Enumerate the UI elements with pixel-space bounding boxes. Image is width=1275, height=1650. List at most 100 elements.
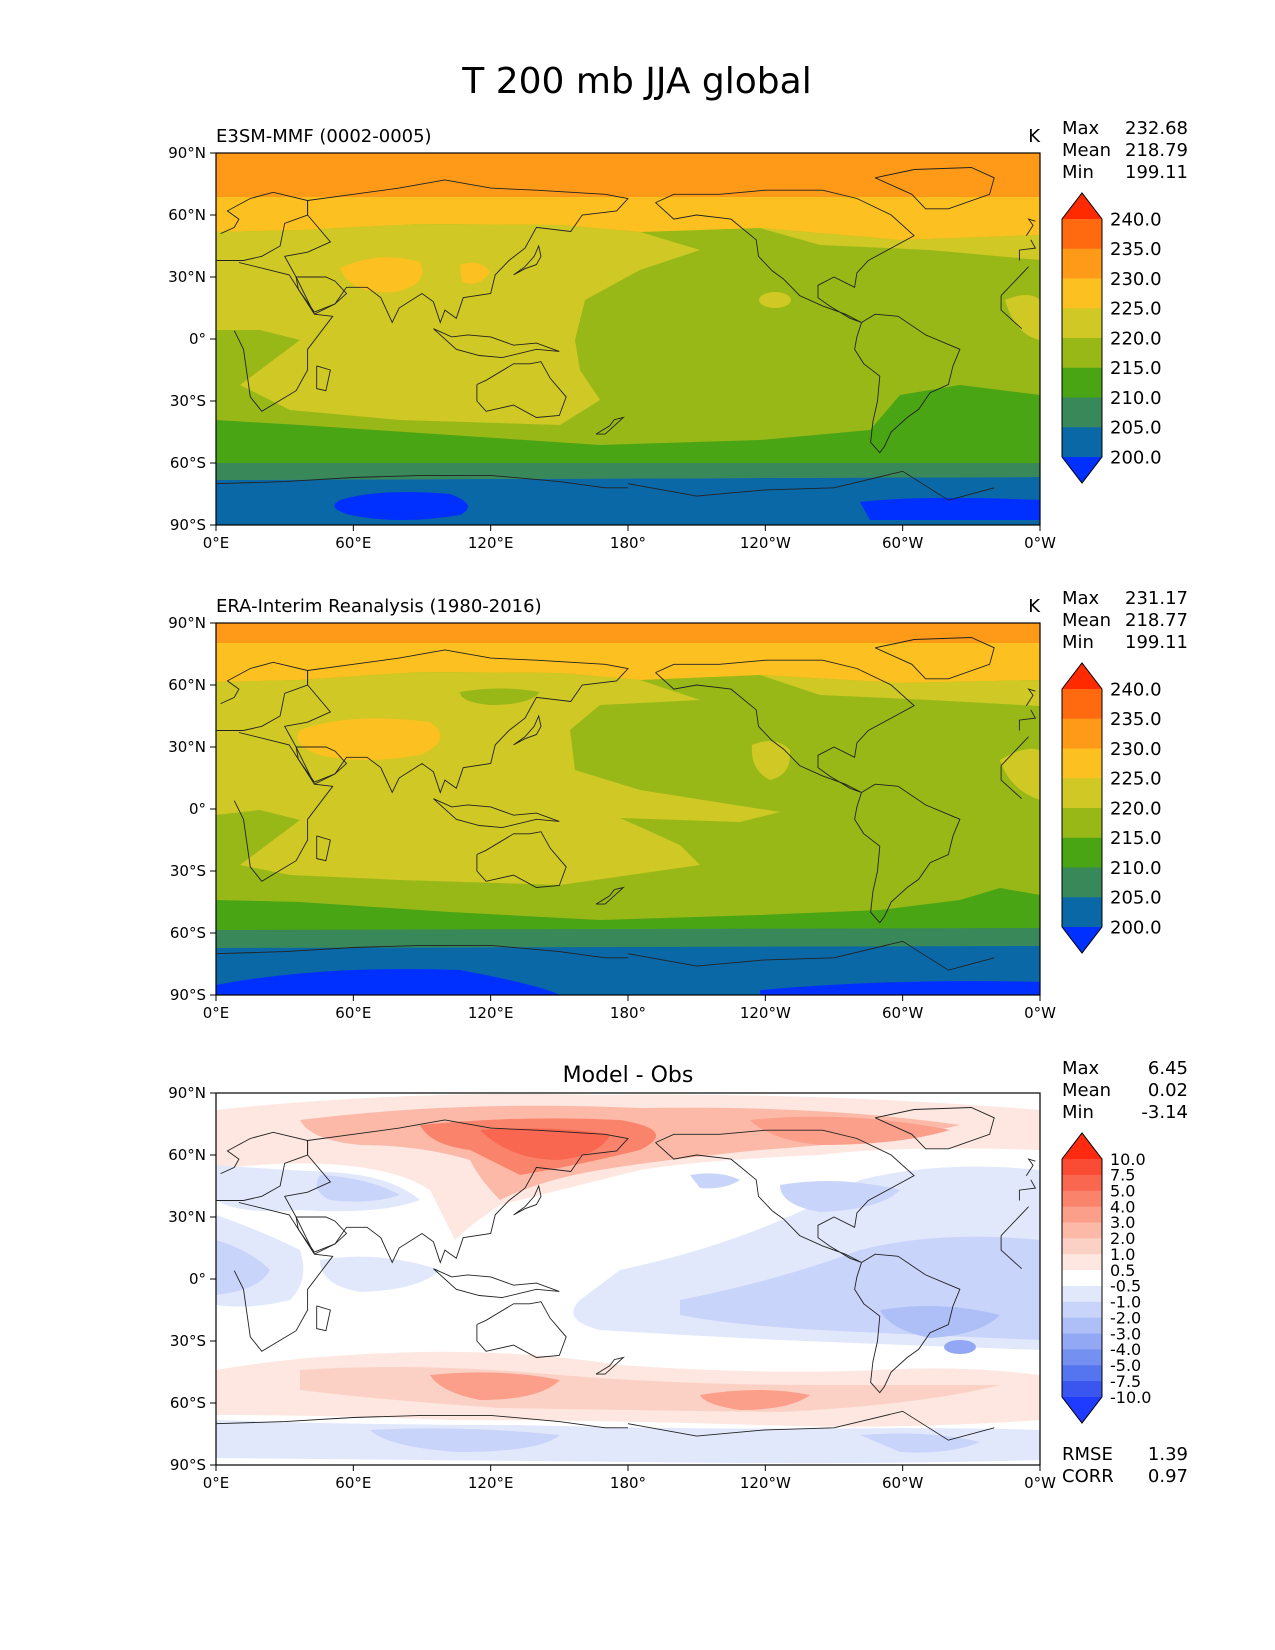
colorbar-diff-label: -1.0	[1110, 1293, 1141, 1312]
y-tick-label: 0°	[189, 1270, 206, 1288]
cold-195-antarctic-a	[334, 492, 468, 520]
colorbar-obs-swatch	[1062, 778, 1102, 809]
colorbar-model-label: 240.0	[1110, 209, 1162, 230]
axes-layer: 0°E 60°E 120°E 180° 120°W 60°W 0°W 90°N 60°N 30°N…	[168, 144, 1056, 1492]
stat-mean-label: Mean	[1062, 610, 1111, 631]
x-tick-label: 0°W	[1024, 1004, 1056, 1022]
colorbar-diff-extend-max	[1062, 1133, 1102, 1159]
colorbar-diff-label: -4.0	[1110, 1340, 1141, 1359]
y-tick-label: 90°N	[168, 1084, 206, 1102]
y-tick-label: 30°N	[168, 738, 206, 756]
coastline-antarctica	[216, 470, 995, 501]
colorbar-diff-swatch	[1062, 1317, 1102, 1335]
stat-max-label: Max	[1062, 1058, 1100, 1079]
axes-panel-3: 0°E 60°E 120°E 180° 120°W 60°W 0°W 90°N 60°N 30°N…	[168, 1084, 1056, 1492]
colorbar-diff-label: 7.5	[1110, 1166, 1135, 1185]
colorbar-obs-label: 230.0	[1110, 739, 1162, 760]
y-tick-label: 30°N	[168, 268, 206, 286]
coastline-uk	[1025, 218, 1036, 236]
colorbar-model-swatch	[1062, 248, 1102, 279]
colorbar-diff-label: 4.0	[1110, 1197, 1135, 1216]
x-tick-label: 120°W	[740, 1004, 791, 1022]
panel-obs-units: K	[1028, 596, 1041, 617]
band-230-arctic	[216, 623, 1040, 643]
y-tick-label: 30°N	[168, 1208, 206, 1226]
colorbar-diff-swatch	[1062, 1222, 1102, 1239]
x-tick-label: 120°E	[468, 534, 514, 552]
colorbar-diff-swatch	[1062, 1365, 1102, 1382]
colorbar-obs-swatch	[1062, 867, 1102, 898]
pos-5-core	[480, 1128, 610, 1160]
panel-diff-stats: Max 6.45 Mean 0.02 Min -3.14	[1062, 1058, 1188, 1123]
colorbar-model-swatch	[1062, 278, 1102, 309]
panel-diff-center-title: Model - Obs	[563, 1063, 694, 1088]
colorbar-model-outline	[1061, 192, 1103, 484]
colorbar-diff-swatch	[1062, 1254, 1102, 1271]
panel-diff-extra-stats: RMSE 1.39 CORR 0.97	[1062, 1444, 1188, 1487]
y-tick-label: 30°S	[170, 1332, 206, 1350]
coastline-indonesia	[433, 798, 560, 829]
panel-obs: ERA-Interim Reanalysis (1980-2016) K Max…	[215, 588, 1188, 996]
stat-mean-value: 218.77	[1125, 610, 1188, 631]
colorbar-model-label: 210.0	[1110, 388, 1162, 409]
cold-195-antarctic-b	[760, 981, 1040, 995]
coastline-arabia	[295, 1216, 348, 1253]
colorbar-model-label: 225.0	[1110, 299, 1162, 320]
stat-rmse-value: 1.39	[1148, 1444, 1188, 1465]
stat-min-value: -3.14	[1141, 1102, 1188, 1123]
coastline-n-america	[655, 1129, 915, 1263]
stat-mean-value: 218.79	[1125, 140, 1188, 161]
pos-3-southern-a	[430, 1372, 560, 1400]
y-tick-label: 30°S	[170, 392, 206, 410]
coastline-new-zealand	[595, 1356, 625, 1375]
colorbar-model-label: 235.0	[1110, 239, 1162, 260]
colorbar-obs-swatch	[1062, 689, 1102, 720]
coastline-uk	[1025, 688, 1036, 706]
colorbar-model-swatch	[1062, 338, 1102, 369]
cold-195-antarctic	[216, 969, 560, 995]
coastline-indonesia	[433, 328, 560, 359]
stat-min-label: Min	[1062, 632, 1094, 653]
band-210-south	[216, 385, 1040, 470]
colorbar-diff: 10.07.55.04.03.02.01.00.5-0.5-1.0-2.0-3.…	[1061, 1132, 1151, 1424]
colorbar-diff-label: -3.0	[1110, 1324, 1141, 1343]
panel-model-stats: Max 232.68 Mean 218.79 Min 199.11	[1062, 118, 1188, 183]
contour-map-model	[216, 153, 1040, 525]
warm-220-atlantic	[1000, 748, 1040, 800]
colorbar-obs-swatch	[1062, 837, 1102, 868]
coastline-s-america	[854, 313, 961, 454]
coastlines-panel-3	[216, 1107, 1037, 1441]
coastline-greenland	[875, 1107, 995, 1150]
coastline-s-america	[854, 1253, 961, 1394]
coastline-asia	[284, 1119, 629, 1264]
coastline-japan	[513, 1184, 542, 1216]
y-tick-label: 90°N	[168, 144, 206, 162]
coastlines	[216, 167, 1037, 1441]
cold-195-antarctic-b	[860, 497, 1040, 520]
colorbar-diff-label: -2.0	[1110, 1308, 1141, 1327]
y-tick-label: 60°N	[168, 676, 206, 694]
stat-max-value: 231.17	[1125, 588, 1188, 609]
x-tick-label: 180°	[610, 1004, 646, 1022]
coastline-asia	[284, 179, 629, 324]
y-tick-label: 60°S	[170, 1394, 206, 1412]
x-tick-label: 60°W	[882, 1474, 924, 1492]
colorbar-model: 240.0 235.0 230.0 225.0 220.0 215.0 210.0 205.0…	[1061, 192, 1162, 484]
coastline-japan	[513, 714, 542, 746]
x-tick-label: 60°E	[335, 1004, 371, 1022]
warm-220-atlantic	[1005, 295, 1040, 340]
x-tick-label: 0°E	[203, 1004, 230, 1022]
colorbar-diff-label: 5.0	[1110, 1181, 1135, 1200]
colorbar-obs-extend-max	[1062, 663, 1102, 689]
x-tick-label: 60°W	[882, 534, 924, 552]
band-205-south	[216, 928, 1040, 950]
coastline-madagascar	[316, 1305, 331, 1332]
neg-1-indian	[320, 1256, 440, 1292]
band-225-north	[216, 643, 1040, 683]
coastline-s-america	[854, 783, 961, 924]
warm-220-pacific	[759, 292, 791, 308]
warm-215-siberia	[460, 688, 540, 705]
pos-3-na	[750, 1116, 950, 1145]
coastline-greenland	[875, 637, 995, 680]
x-tick-label: 60°E	[335, 534, 371, 552]
